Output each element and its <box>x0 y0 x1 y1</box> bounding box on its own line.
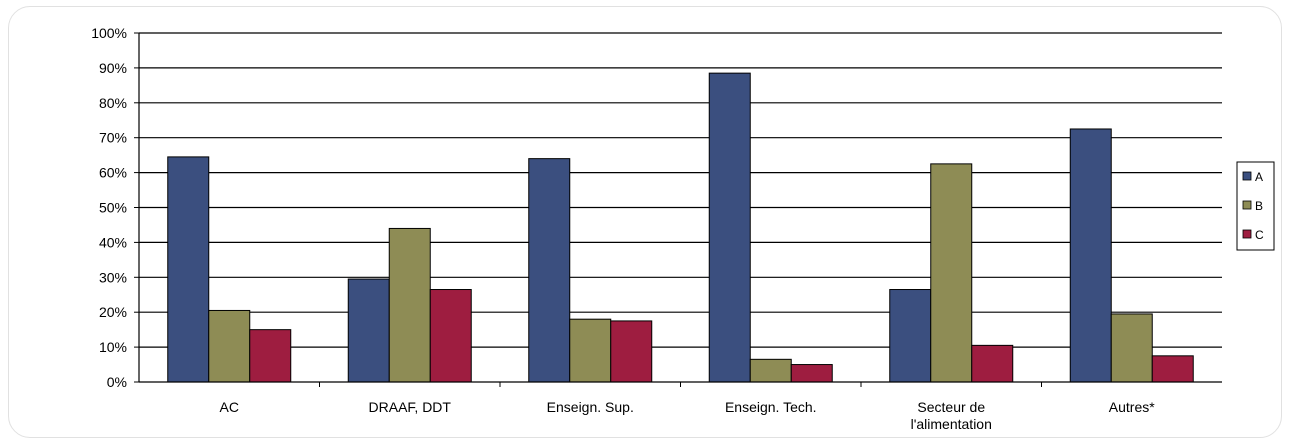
y-tick-label: 90% <box>99 60 127 76</box>
y-tick-label: 0% <box>107 374 127 390</box>
bar-c <box>790 364 833 383</box>
legend: A B C <box>1236 161 1275 251</box>
x-category-label: Enseign. Sup. <box>547 399 634 415</box>
y-tick-label: 60% <box>99 165 127 181</box>
bar-c <box>610 320 653 383</box>
bar-c <box>1151 355 1194 383</box>
bars <box>167 72 1194 383</box>
grid-lines <box>139 32 1222 348</box>
x-category-label: Secteur de l'alimentation <box>911 399 992 432</box>
bar-b <box>388 227 431 383</box>
bar-a <box>889 289 932 383</box>
bar-b <box>1110 313 1153 383</box>
legend-swatch <box>1242 229 1252 239</box>
legend-swatch <box>1242 171 1252 181</box>
y-axis: 0% 10% 20% 30% 40% 50% 60% 70% 80% 90% 100% <box>91 25 140 390</box>
legend-swatch <box>1242 200 1252 210</box>
y-tick-label: 100% <box>91 25 127 41</box>
bar-b <box>930 163 973 383</box>
y-tick-label: 80% <box>99 95 127 111</box>
bar-c <box>249 329 292 383</box>
bar-a <box>1069 128 1112 383</box>
bar-a <box>167 156 210 383</box>
legend-label: C <box>1255 228 1264 242</box>
bar-a <box>528 158 571 383</box>
bar-b <box>569 318 612 383</box>
y-tick-label: 20% <box>99 304 127 320</box>
y-tick-label: 30% <box>99 269 127 285</box>
y-tick-label: 70% <box>99 130 127 146</box>
y-tick-label: 10% <box>99 339 127 355</box>
x-category-label: AC <box>220 399 239 415</box>
bar-c <box>971 344 1014 383</box>
y-tick-label: 40% <box>99 234 127 250</box>
bar-c <box>429 289 472 383</box>
y-tick-label: 50% <box>99 200 127 216</box>
bar-a <box>708 72 751 383</box>
x-category-label: Autres* <box>1109 399 1155 415</box>
bar-a <box>347 278 390 383</box>
bar-b <box>749 358 792 383</box>
x-category-label: Enseign. Tech. <box>725 399 817 415</box>
x-category-label: DRAAF, DDT <box>369 399 452 415</box>
legend-label: B <box>1255 199 1263 213</box>
legend-label: A <box>1255 170 1263 184</box>
x-axis: AC DRAAF, DDT Enseign. Sup. Enseign. Tech. S… <box>139 381 1222 432</box>
bar-b <box>208 309 251 383</box>
